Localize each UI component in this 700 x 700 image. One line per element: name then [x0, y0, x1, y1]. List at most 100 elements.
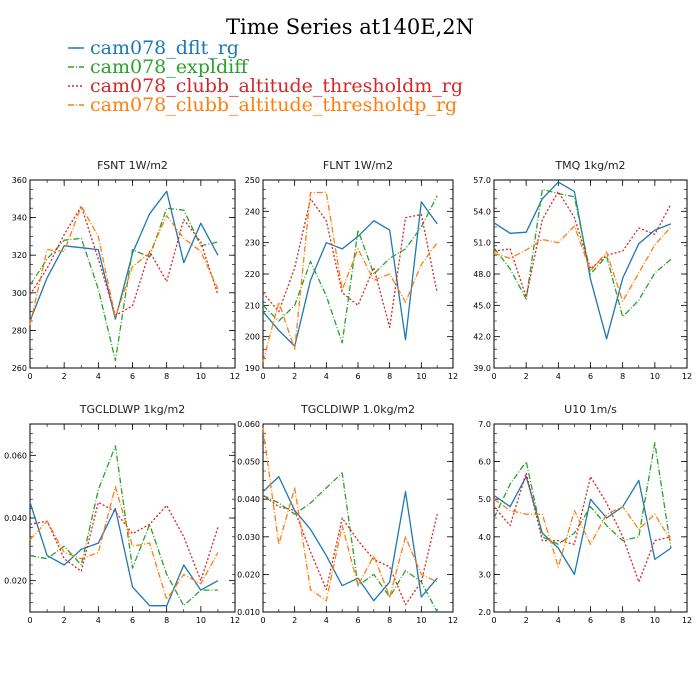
x-tick-label: 0	[260, 372, 265, 381]
y-tick-label: 0.020	[237, 570, 260, 579]
x-tick-label: 2	[292, 616, 297, 625]
panel-title: FLNT 1W/m2	[323, 159, 393, 172]
series-line-cam078_clubb_altitude_thresholdp_rg	[493, 225, 672, 302]
legend-label: cam078_dflt_rg	[90, 37, 239, 59]
panel-tmq: TMQ 1kg/m2 0 2 4 6 8 10 12 39.0 42.0 45.0 48.0 51.0 5…	[473, 159, 692, 381]
x-tick-label: 0	[491, 616, 496, 625]
series-line-cam078_clubb_altitude_thresholdp_rg	[29, 205, 219, 325]
series-line-cam078_clubb_altitude_thresholdp_rg	[493, 498, 672, 568]
y-tick-label: 210	[245, 301, 260, 310]
x-tick-label: 10	[196, 616, 206, 625]
y-tick-label: 320	[12, 251, 27, 260]
y-tick-label: 5.0	[478, 495, 491, 504]
x-tick-label: 12	[448, 372, 458, 381]
y-tick-label: 0.050	[237, 458, 260, 467]
x-tick-label: 2	[62, 372, 67, 381]
x-tick-label: 10	[650, 372, 660, 381]
legend-label: cam078_clubb_altitude_thresholdm_rg	[90, 75, 463, 97]
x-tick-label: 2	[62, 616, 67, 625]
x-tick-label: 2	[524, 616, 529, 625]
x-tick-label: 0	[27, 372, 32, 381]
y-tick-label: 240	[245, 207, 260, 216]
y-tick-label: 340	[12, 214, 27, 223]
panel-title: TMQ 1kg/m2	[554, 159, 625, 172]
x-tick-label: 12	[682, 372, 692, 381]
series-line-cam078_clubb_altitude_thresholdp_rg	[262, 191, 438, 362]
x-tick-label: 12	[230, 372, 240, 381]
y-tick-label: 2.0	[478, 608, 491, 617]
panel-title: TGCLDLWP 1kg/m2	[79, 403, 185, 416]
x-tick-label: 8	[387, 372, 392, 381]
panel-u10: U10 1m/s 0 2 4 6 8 10 12 2.0 3.0 4.0 5.0 6.0 7.0	[478, 403, 692, 625]
series-line-cam078_dflt_rg	[262, 475, 438, 602]
y-tick-label: 0.030	[237, 533, 260, 542]
x-tick-label: 6	[355, 616, 360, 625]
x-tick-label: 6	[130, 372, 135, 381]
series-line-cam078_clubb_altitude_thresholdm_rg	[29, 205, 219, 317]
series-line-cam078_clubb_altitude_thresholdp_rg	[29, 486, 219, 601]
y-tick-label: 48.0	[473, 270, 491, 279]
x-tick-label: 10	[416, 616, 426, 625]
x-tick-label: 0	[260, 616, 265, 625]
x-tick-label: 4	[556, 372, 561, 381]
series-line-cam078_clubb_altitude_thresholdm_rg	[29, 501, 219, 582]
y-tick-label: 260	[12, 364, 27, 373]
y-tick-label: 6.0	[478, 458, 491, 467]
x-tick-label: 12	[230, 616, 240, 625]
series-line-cam078_expldiff	[493, 442, 672, 549]
y-tick-label: 42.0	[473, 333, 491, 342]
y-tick-label: 0.040	[4, 514, 27, 523]
y-tick-label: 190	[245, 364, 260, 373]
y-tick-label: 7.0	[478, 420, 491, 429]
panel-fsnt: FSNT 1W/m2 0 2 4 6 8 10 12 260 280 300 320 340 360	[12, 159, 240, 381]
x-tick-label: 4	[96, 616, 101, 625]
legend: cam078_dflt_rgcam078_expldiffcam078_club…	[68, 37, 463, 116]
series-line-cam078_clubb_altitude_thresholdm_rg	[262, 494, 438, 606]
y-tick-label: 3.0	[478, 570, 491, 579]
y-tick-label: 39.0	[473, 364, 491, 373]
y-tick-label: 360	[12, 176, 27, 185]
y-tick-label: 45.0	[473, 301, 491, 310]
series-line-cam078_clubb_altitude_thresholdm_rg	[493, 472, 672, 583]
x-tick-label: 8	[164, 372, 169, 381]
panels: FSNT 1W/m20 2 4 6 8 10 12260280300320340360FLN…	[4, 159, 692, 625]
y-tick-label: 200	[245, 333, 260, 342]
legend-label: cam078_expldiff	[90, 56, 249, 78]
panel-title: FSNT 1W/m2	[97, 159, 168, 172]
x-tick-label: 6	[588, 372, 593, 381]
series-line-cam078_expldiff	[29, 207, 219, 362]
x-tick-label: 8	[164, 616, 169, 625]
y-tick-label: 230	[245, 239, 260, 248]
x-tick-label: 6	[355, 372, 360, 381]
x-tick-label: 8	[620, 616, 625, 625]
panel-title: U10 1m/s	[564, 403, 617, 416]
y-tick-label: 0.010	[237, 608, 260, 617]
y-tick-label: 54.0	[473, 207, 491, 216]
panel-tgcldlwp: TGCLDLWP 1kg/m2 0 2 4 6 8 10 12 0.020 0.040 0.060	[4, 403, 240, 625]
series-line-cam078_dflt_rg	[262, 201, 438, 347]
y-tick-label: 0.060	[237, 420, 260, 429]
x-tick-label: 10	[650, 616, 660, 625]
x-tick-label: 8	[387, 616, 392, 625]
series-line-cam078_expldiff	[493, 188, 672, 318]
x-tick-label: 6	[588, 616, 593, 625]
x-tick-label: 12	[448, 616, 458, 625]
x-tick-label: 10	[196, 372, 206, 381]
x-tick-label: 4	[324, 616, 329, 625]
y-tick-label: 0.040	[237, 495, 260, 504]
series-line-cam078_dflt_rg	[493, 475, 672, 576]
x-tick-label: 6	[130, 616, 135, 625]
y-tick-label: 0.060	[4, 451, 27, 460]
x-tick-label: 8	[620, 372, 625, 381]
x-tick-label: 4	[556, 616, 561, 625]
series-line-cam078_dflt_rg	[29, 502, 219, 607]
series-line-cam078_expldiff	[262, 472, 438, 613]
panel-tgcldiwp: TGCLDIWP 1.0kg/m2 0 2 4 6 8 10 12 0.010 0.020 0.03…	[237, 403, 458, 625]
x-tick-label: 2	[292, 372, 297, 381]
x-tick-label: 0	[27, 616, 32, 625]
y-tick-label: 250	[245, 176, 260, 185]
x-tick-label: 12	[682, 616, 692, 625]
y-tick-label: 57.0	[473, 176, 491, 185]
figure-title: Time Series at140E,2N	[226, 15, 474, 39]
